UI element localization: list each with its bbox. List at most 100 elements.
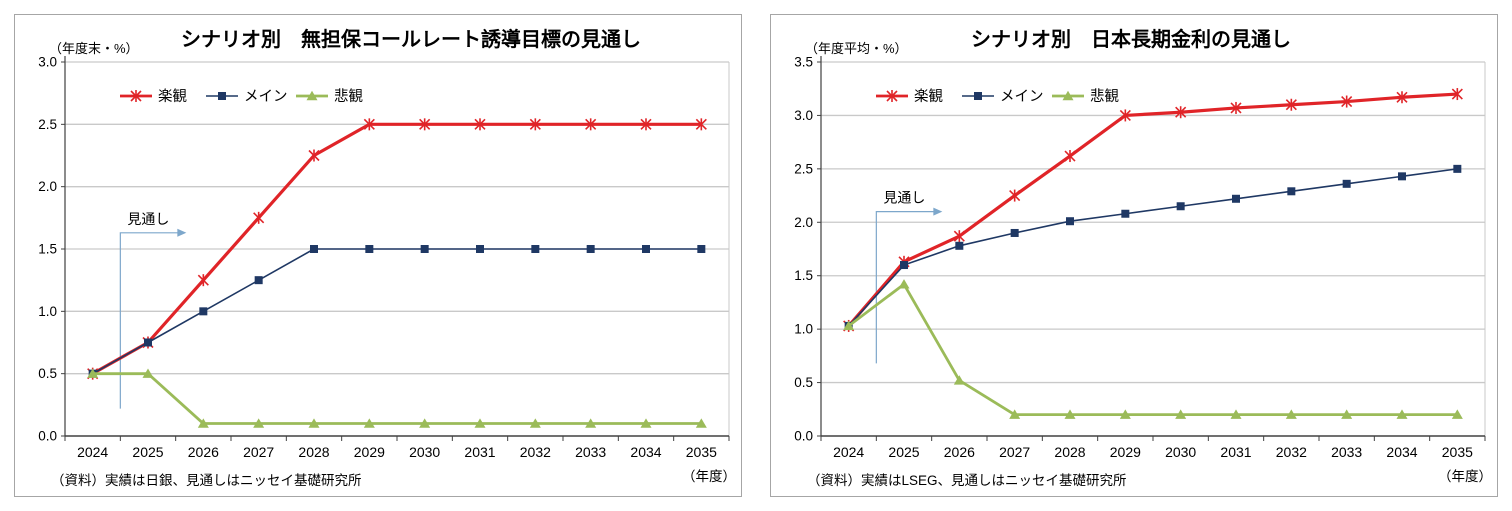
series-2-marker [695, 418, 707, 428]
x-tick-label: 2033 [575, 444, 606, 460]
x-tick-label: 2034 [1386, 444, 1417, 460]
series-1-marker [420, 245, 429, 253]
series-2-marker [1064, 409, 1076, 419]
y-tick-label: 1.5 [38, 242, 57, 257]
series-1-marker [1287, 187, 1296, 196]
series-2-marker [843, 320, 855, 331]
series-2-marker [1451, 409, 1463, 419]
series-0-marker [1285, 98, 1297, 111]
x-tick-label: 2031 [464, 444, 495, 460]
series-2-marker [308, 418, 320, 428]
series-0-marker [695, 118, 707, 131]
y-tick-label: 1.5 [794, 268, 813, 283]
series-1-marker [531, 245, 540, 253]
x-tick-label: 2024 [77, 444, 108, 460]
forecast-arrow-head [933, 207, 943, 216]
series-1-marker [1398, 172, 1406, 181]
plot-svg: 0.0 0.5 1.0 1.5 2.0 2.5 3.0 3.5 2024 2025 2026 2027… [794, 27, 1492, 488]
series-1-marker [476, 245, 484, 253]
series-0-marker [585, 118, 597, 131]
x-tick-label: 2032 [520, 444, 551, 460]
forecast-label: 見通し [127, 211, 169, 227]
legend-label: 楽観 [914, 88, 943, 105]
series-1-marker [1010, 228, 1019, 237]
y-tick-label: 0.5 [794, 375, 813, 390]
source-note: （資料）実績はLSEG、見通しはニッセイ基礎研究所 [807, 472, 1127, 488]
x-tick-label: 2025 [888, 444, 919, 460]
x-tick-label: 2031 [1220, 444, 1251, 460]
x-tick-label: 2024 [833, 444, 864, 460]
series-1-marker [697, 245, 706, 253]
legend-label: 悲観 [334, 88, 363, 105]
series-0-marker [474, 118, 486, 131]
series-2-marker [363, 418, 375, 428]
series-1-marker [586, 245, 595, 253]
x-tick-label: 2025 [132, 444, 163, 460]
legend-label: メイン [244, 89, 288, 105]
y-unit-label: （年度平均・%） [805, 41, 908, 56]
series-1-marker [900, 261, 908, 270]
x-tick-label: 2027 [243, 444, 274, 460]
series-1-marker [254, 276, 263, 285]
series-1-marker [1232, 194, 1240, 203]
series-1-marker [642, 245, 650, 253]
x-tick-label: 2035 [1442, 444, 1473, 460]
series-0-marker [529, 118, 541, 131]
x-tick-label: 2026 [944, 444, 975, 460]
x-tick-label: 2029 [1110, 444, 1141, 460]
series-line-0 [847, 92, 1458, 327]
series-1-marker [365, 245, 374, 253]
series-1-marker [310, 245, 318, 253]
x-tick-label: 2030 [409, 444, 440, 460]
series-1-marker [1342, 179, 1351, 188]
y-tick-label: 2.0 [794, 215, 813, 230]
y-tick-label: 1.0 [794, 322, 813, 337]
series-0-marker [363, 118, 375, 131]
series-0-marker [1175, 106, 1187, 119]
series-2-marker [1009, 409, 1021, 419]
series-1-marker [1121, 209, 1130, 218]
series-0-marker [308, 149, 320, 162]
x-tick-label: 2033 [1331, 444, 1362, 460]
x-tick-label: 2029 [354, 444, 385, 460]
x-tick-label: 2030 [1165, 444, 1196, 460]
series-2-marker [197, 418, 209, 428]
legend-marker [130, 90, 142, 102]
series-2-marker [1341, 409, 1353, 419]
y-unit-label: （年度末・%） [49, 41, 139, 56]
series-2-marker [1230, 409, 1242, 419]
y-tick-label: 2.0 [38, 179, 57, 194]
series-1-marker [1176, 202, 1185, 211]
legend: 楽観 メイン 悲観 [876, 88, 1119, 105]
series-2-marker [474, 418, 486, 428]
legend-marker [974, 92, 982, 100]
chart-card-long-term-rate: 0.0 0.5 1.0 1.5 2.0 2.5 3.0 3.5 2024 2025 2026 2027… [770, 14, 1498, 497]
series-2-marker [529, 418, 541, 428]
series-2-marker [640, 418, 652, 428]
series-1-marker [1453, 164, 1462, 173]
y-tick-label: 2.5 [38, 117, 57, 132]
x-tick-label: 2028 [298, 444, 329, 460]
series-2-marker [1175, 409, 1187, 419]
x-tick-label: 2027 [999, 444, 1030, 460]
y-tick-label: 3.0 [794, 108, 813, 123]
series-0-marker [1230, 101, 1242, 114]
series-line-1 [92, 248, 702, 375]
y-tick-label: 0.5 [38, 366, 57, 381]
legend-item: 楽観 [120, 88, 187, 105]
series-0-marker [1009, 189, 1021, 202]
series-2-marker [1119, 409, 1131, 419]
series-0-marker [1119, 109, 1131, 122]
y-tick-label: 0.0 [794, 429, 813, 444]
legend-marker [1062, 90, 1074, 101]
legend-marker [306, 90, 318, 101]
series-0-marker [953, 230, 965, 243]
forecast-arrow-head [177, 228, 187, 237]
legend-label: 悲観 [1090, 88, 1119, 105]
series-2-marker [1285, 409, 1297, 419]
series-1-marker [144, 338, 152, 347]
chart-title: シナリオ別 日本長期金利の見通し [971, 27, 1291, 51]
series-2-marker [1396, 409, 1408, 419]
series-2-marker [898, 279, 910, 289]
series-0-marker [1451, 88, 1463, 101]
